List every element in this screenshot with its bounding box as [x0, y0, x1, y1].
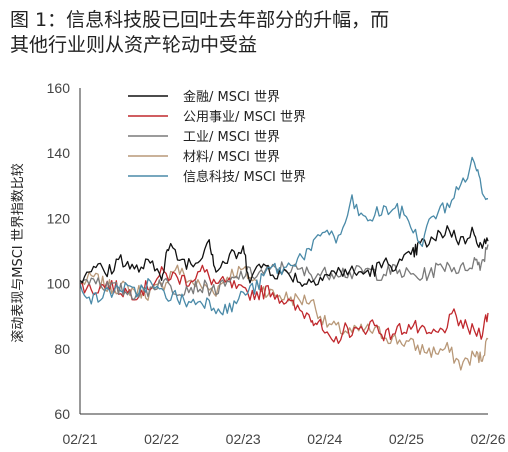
series-line-1 — [79, 264, 489, 345]
y-tick-label: 140 — [47, 145, 71, 161]
x-tick-label: 02/23 — [226, 431, 261, 447]
chart-title-line-1: 图 1：信息科技股已回吐去年部分的升幅，而 — [10, 9, 390, 31]
axes: 60 80 100 120 140 160 02/21 02/22 02/23 02/24 02/2… — [47, 80, 506, 447]
y-tick-label: 100 — [47, 276, 71, 292]
series-line-4 — [79, 156, 489, 316]
y-tick-label: 120 — [47, 210, 71, 226]
x-tick-label: 02/26 — [470, 431, 505, 447]
y-axis-label: 滚动表现与MSCI 世界指数比较 — [10, 163, 26, 343]
legend-label: 工业/ MSCI 世界 — [183, 130, 280, 145]
legend-label: 金融/ MSCI 世界 — [183, 89, 280, 105]
y-tick-label: 60 — [54, 406, 70, 422]
series-line-2 — [79, 244, 489, 301]
y-tick-label: 80 — [54, 341, 70, 357]
chart-title-line-2: 其他行业则从资产轮动中受益 — [10, 34, 258, 56]
legend-label: 公用事业/ MSCI 世界 — [183, 110, 306, 125]
legend-label: 材料/ MSCI 世界 — [183, 150, 280, 165]
x-tick-label: 02/21 — [62, 431, 97, 447]
y-tick-label: 160 — [47, 80, 71, 96]
x-tick-label: 02/25 — [389, 431, 424, 447]
plot-area — [79, 156, 489, 371]
x-tick-label: 02/24 — [307, 431, 342, 447]
chart-title: 图 1：信息科技股已回吐去年部分的升幅，而 其他行业则从资产轮动中受益 — [10, 8, 502, 58]
x-tick-label: 02/22 — [144, 431, 179, 447]
legend-label: 信息科技/ MSCI 世界 — [183, 169, 306, 185]
